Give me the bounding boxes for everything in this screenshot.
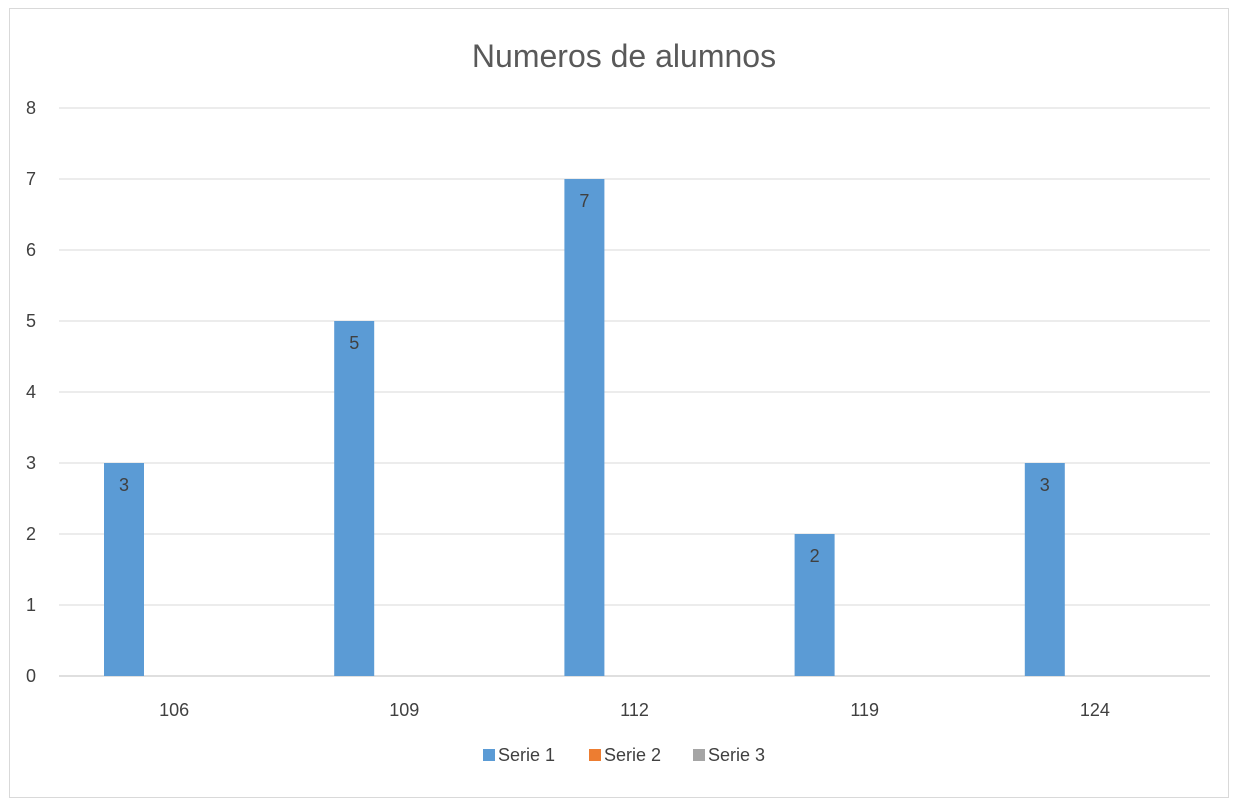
data-label: 3	[1040, 475, 1050, 495]
legend-label: Serie 1	[498, 745, 555, 765]
data-labels: 3 5 7 2 3	[119, 191, 1050, 566]
y-tick-label: 3	[26, 453, 36, 473]
x-tick-label: 109	[389, 700, 419, 720]
bar-124	[1024, 463, 1065, 676]
y-tick-label: 0	[26, 666, 36, 686]
y-tick-label: 7	[26, 169, 36, 189]
legend-swatch	[693, 749, 705, 761]
x-tick-label: 119	[850, 700, 879, 720]
bar-106	[104, 463, 144, 676]
y-axis: 0 1 2 3 4 5 6 7 8	[26, 98, 36, 686]
bar-119	[794, 534, 835, 676]
legend-item: Serie 3	[693, 745, 765, 765]
bar-112	[564, 179, 605, 676]
bars	[104, 179, 1065, 676]
x-axis: 106 109 112 119 124	[159, 700, 1110, 720]
x-tick-label: 124	[1080, 700, 1110, 720]
y-tick-label: 6	[26, 240, 36, 260]
legend-swatch	[483, 749, 495, 761]
x-tick-label: 106	[159, 700, 189, 720]
chart-title: Numeros de alumnos	[472, 38, 776, 74]
gridlines	[59, 107, 1210, 677]
data-label: 3	[119, 475, 129, 495]
legend-item: Serie 1	[483, 745, 555, 765]
x-tick-label: 112	[620, 700, 649, 720]
legend-label: Serie 3	[708, 745, 765, 765]
y-tick-label: 8	[26, 98, 36, 118]
y-tick-label: 1	[26, 595, 36, 615]
y-tick-label: 2	[26, 524, 36, 544]
legend-item: Serie 2	[589, 745, 661, 765]
y-tick-label: 5	[26, 311, 36, 331]
data-label: 7	[579, 191, 589, 211]
legend-swatch	[589, 749, 601, 761]
y-tick-label: 4	[26, 382, 36, 402]
legend: Serie 1 Serie 2 Serie 3	[483, 745, 765, 765]
data-label: 2	[810, 546, 820, 566]
data-label: 5	[349, 333, 359, 353]
bar-109	[334, 321, 375, 676]
legend-label: Serie 2	[604, 745, 661, 765]
